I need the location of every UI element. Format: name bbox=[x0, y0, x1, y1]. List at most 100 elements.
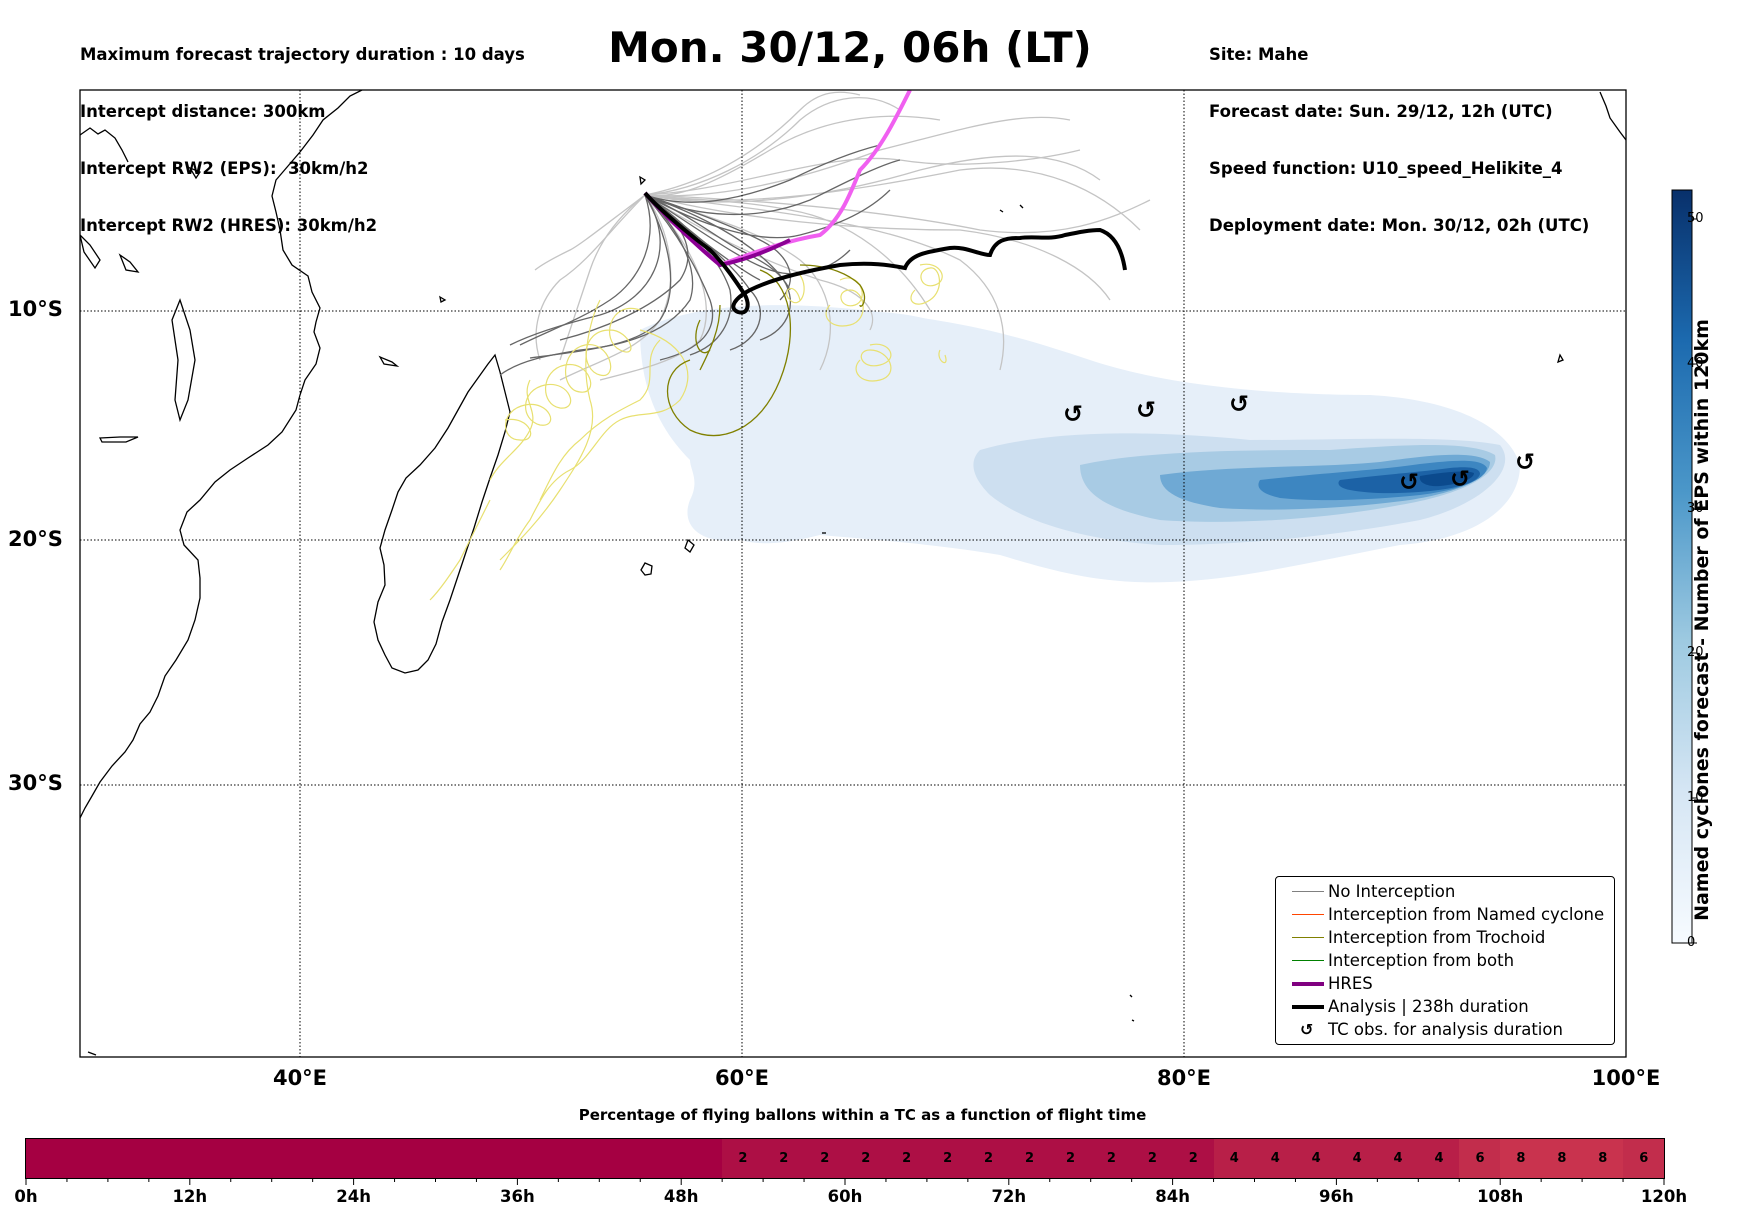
run-info-left: Maximum forecast trajectory duration : 1… bbox=[80, 7, 525, 254]
colorbar-tick-label: 20 bbox=[1687, 645, 1704, 660]
info-line: Intercept RW2 (HRES): 30km/h2 bbox=[80, 216, 378, 235]
legend-swatch bbox=[1292, 960, 1324, 961]
flight-bar-cell bbox=[640, 1139, 682, 1178]
run-info-right: Site: Mahe Forecast date: Sun. 29/12, 12… bbox=[1209, 7, 1589, 254]
flight-bar-cell bbox=[353, 1139, 396, 1178]
colorbar bbox=[1671, 189, 1693, 944]
flight-bar-cell bbox=[66, 1139, 109, 1178]
legend-item-no-interception: No Interception bbox=[1276, 881, 1614, 903]
tc-obs-marker: ↺ bbox=[1450, 465, 1470, 493]
flight-bar-cell: 2 bbox=[845, 1139, 887, 1178]
tc-obs-marker: ↺ bbox=[1063, 400, 1083, 428]
flight-bar-cell: 4 bbox=[1213, 1139, 1255, 1178]
colorbar-tick-label: 40 bbox=[1687, 356, 1704, 371]
graticule bbox=[80, 90, 1626, 1057]
lat-label: 20°S bbox=[8, 527, 63, 551]
flight-bar-cell: 8 bbox=[1541, 1139, 1583, 1178]
flight-bar-cell bbox=[681, 1139, 723, 1178]
flight-bar-cell: 4 bbox=[1254, 1139, 1296, 1178]
lon-label: 80°E bbox=[1156, 1066, 1212, 1090]
info-line: Deployment date: Mon. 30/12, 02h (UTC) bbox=[1209, 216, 1590, 235]
legend-swatch bbox=[1292, 891, 1324, 892]
flight-bar-cell: 2 bbox=[1131, 1139, 1174, 1178]
tc-obs-markers: ↺ ↺ ↺ ↺ ↺ ↺ bbox=[1063, 390, 1535, 496]
flight-bar-cell: 6 bbox=[1459, 1139, 1501, 1178]
analysis-trajectory bbox=[643, 191, 1127, 315]
flight-bar-hour-label: 24h bbox=[336, 1187, 371, 1206]
lon-label: 40°E bbox=[272, 1066, 328, 1090]
legend-swatch bbox=[1292, 1005, 1324, 1009]
flight-bar-cell bbox=[517, 1139, 559, 1178]
flight-bar-hour-label: 0h bbox=[14, 1187, 38, 1206]
flight-bar-cell: 2 bbox=[804, 1139, 846, 1178]
flight-bar-hour-label: 84h bbox=[1155, 1187, 1190, 1206]
flight-bar-hour-label: 36h bbox=[500, 1187, 535, 1206]
legend-item-trochoid: Interception from Trochoid bbox=[1276, 927, 1614, 949]
info-line: Intercept RW2 (EPS): 30km/h2 bbox=[80, 159, 369, 178]
legend-item-tc-obs: ↺ TC obs. for analysis duration bbox=[1276, 1019, 1614, 1041]
flight-bar-title: Percentage of flying ballons within a TC… bbox=[578, 1106, 1147, 1124]
flight-bar-cell: 2 bbox=[967, 1139, 1010, 1178]
cyclone-density-field bbox=[640, 305, 1520, 583]
legend-label: TC obs. for analysis duration bbox=[1328, 1020, 1563, 1039]
lon-label: 100°E bbox=[1591, 1066, 1661, 1090]
tc-obs-marker: ↺ bbox=[1399, 468, 1419, 496]
trochoid-trajectories bbox=[429, 263, 947, 601]
flight-bar-cell: 6 bbox=[1623, 1139, 1665, 1178]
flight-bar-cell: 2 bbox=[763, 1139, 805, 1178]
tc-obs-marker: ↺ bbox=[1229, 390, 1249, 418]
map-legend: No Interception Interception from Named … bbox=[1275, 876, 1615, 1045]
flight-bar-hour-label: 12h bbox=[172, 1187, 208, 1206]
legend-item-hres: HRES bbox=[1276, 973, 1614, 995]
flight-bar-cell bbox=[558, 1139, 600, 1178]
flight-bar-hour-label: 72h bbox=[991, 1187, 1027, 1206]
legend-item-both: Interception from both bbox=[1276, 950, 1614, 972]
legend-item-named-cyclone: Interception from Named cyclone bbox=[1276, 904, 1614, 926]
flight-bar-cell: 4 bbox=[1377, 1139, 1419, 1178]
flight-bar-cell bbox=[26, 1139, 68, 1178]
info-line: Maximum forecast trajectory duration : 1… bbox=[80, 45, 525, 64]
flight-bar-cell bbox=[435, 1139, 477, 1178]
info-line: Site: Mahe bbox=[1209, 45, 1309, 64]
legend-label: Interception from both bbox=[1328, 951, 1515, 970]
legend-label: Interception from Named cyclone bbox=[1328, 905, 1605, 924]
info-line: Intercept distance: 300km bbox=[80, 102, 326, 121]
info-line: Forecast date: Sun. 29/12, 12h (UTC) bbox=[1209, 102, 1553, 121]
flight-bar-cell: 2 bbox=[1172, 1139, 1215, 1178]
coastlines bbox=[80, 90, 1626, 1056]
flight-bar-cell bbox=[271, 1139, 314, 1178]
flight-bar-cell: 2 bbox=[722, 1139, 764, 1178]
legend-label: Interception from Trochoid bbox=[1328, 928, 1546, 947]
flight-bar-cell: 2 bbox=[926, 1139, 969, 1178]
map-frame bbox=[79, 89, 1627, 1058]
tc-obs-marker: ↺ bbox=[1515, 448, 1535, 476]
flight-bar-cell: 4 bbox=[1336, 1139, 1378, 1178]
colorbar-tick-label: 10 bbox=[1687, 790, 1704, 805]
tc-obs-icon: ↺ bbox=[1300, 1020, 1314, 1039]
flight-bar-hour-label: 120h bbox=[1640, 1187, 1688, 1206]
eps-trajectories-no-interception bbox=[534, 91, 1151, 381]
flight-bar-hour-label: 60h bbox=[827, 1187, 863, 1206]
flight-bar-cell bbox=[107, 1139, 150, 1178]
legend-label: No Interception bbox=[1328, 882, 1456, 901]
legend-swatch bbox=[1292, 982, 1324, 986]
lat-label: 10°S bbox=[8, 297, 63, 321]
legend-label: Analysis | 238h duration bbox=[1328, 997, 1529, 1016]
flight-bar-cell: 2 bbox=[1049, 1139, 1092, 1178]
legend-swatch bbox=[1292, 937, 1324, 938]
lat-label: 30°S bbox=[8, 771, 63, 795]
colorbar-ticks bbox=[1692, 218, 1697, 944]
info-line: Speed function: U10_speed_Helikite_4 bbox=[1209, 159, 1563, 178]
flight-bar-cell: 4 bbox=[1418, 1139, 1460, 1178]
flight-bar-hour-label: 108h bbox=[1477, 1187, 1524, 1206]
legend-label: HRES bbox=[1328, 974, 1373, 993]
colorbar-tick-label: 0 bbox=[1687, 935, 1696, 950]
flight-bar-cell: 8 bbox=[1582, 1139, 1624, 1178]
flight-bar-cell bbox=[599, 1139, 641, 1178]
flight-bar-cell: 8 bbox=[1500, 1139, 1542, 1178]
flight-bar-cell bbox=[189, 1139, 232, 1178]
flight-bar-hour-label: 48h bbox=[663, 1187, 699, 1206]
colorbar-tick-label: 50 bbox=[1687, 211, 1704, 226]
